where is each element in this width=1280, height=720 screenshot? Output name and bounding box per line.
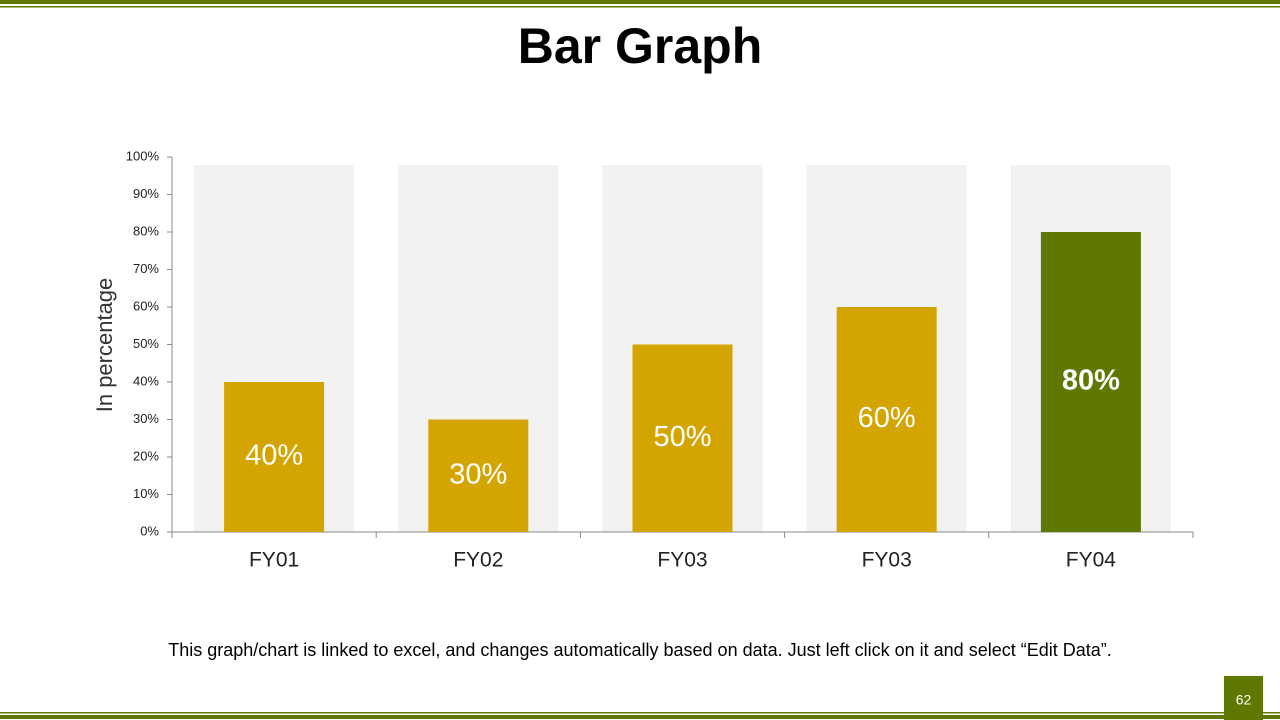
y-tick-label: 30%: [133, 411, 159, 426]
plot: 0% 10% 20% 30% 40% 50% 60% 70% 80% 90% 100% FY01 40%…: [126, 148, 1194, 572]
bottom-line: [0, 712, 1280, 714]
y-tick-label: 10%: [133, 486, 159, 501]
bar: [428, 419, 529, 532]
x-tick-label: FY04: [1066, 549, 1117, 572]
value-label: 50%: [653, 421, 711, 453]
y-tick-label: 100%: [126, 148, 160, 163]
bar: [836, 307, 937, 532]
x-tick-label: FY03: [657, 549, 707, 572]
x-tick-label: FY03: [862, 549, 912, 572]
top-bar: [0, 0, 1280, 4]
y-axis-label: In percentage: [92, 278, 117, 413]
bar: [632, 344, 733, 532]
y-tick-label: 50%: [133, 336, 159, 351]
value-label: 80%: [1062, 365, 1120, 397]
y-tick-label: 70%: [133, 261, 159, 276]
bar: [224, 382, 325, 532]
y-tick-label: 20%: [133, 448, 159, 463]
value-label: 60%: [858, 402, 916, 434]
top-line: [0, 6, 1280, 8]
bottom-bar: [0, 715, 1280, 719]
footnote: This graph/chart is linked to excel, and…: [168, 640, 1112, 660]
page-number-box: [1224, 676, 1263, 720]
value-label: 30%: [449, 458, 507, 490]
y-tick-label: 0%: [140, 523, 159, 538]
value-label: 40%: [245, 440, 303, 472]
y-tick-label: 60%: [133, 298, 159, 313]
y-tick-label: 40%: [133, 373, 159, 388]
chart-title: Bar Graph: [518, 18, 763, 74]
x-tick-label: FY01: [249, 549, 299, 572]
x-tick-label: FY02: [453, 549, 503, 572]
page-number: 62: [1236, 692, 1252, 708]
bar: [1040, 232, 1141, 532]
y-tick-label: 80%: [133, 223, 159, 238]
y-tick-label: 90%: [133, 186, 159, 201]
